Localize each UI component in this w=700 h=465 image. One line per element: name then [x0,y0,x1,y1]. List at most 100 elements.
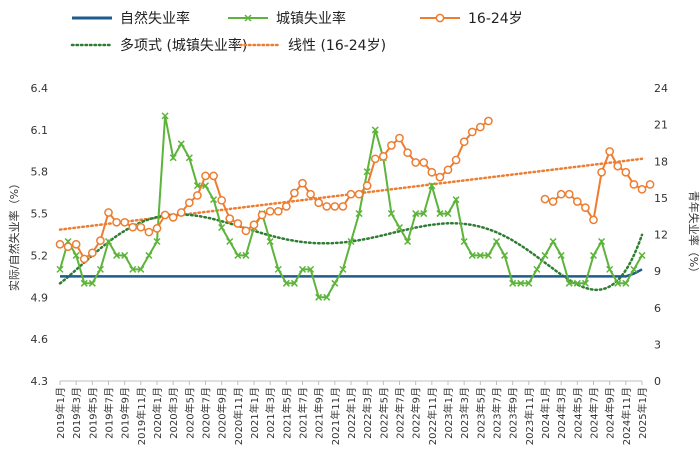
urban-rate-marker [290,279,298,287]
x-tick-label: 2021年5月 [280,387,293,439]
youth-rate-marker [435,172,445,182]
youth-rate-marker [597,167,606,177]
youth-rate-marker [233,219,243,228]
youth-rate-marker [459,137,469,147]
youth-rate-marker [265,206,275,216]
youth-rate-marker [467,127,477,137]
urban-rate-marker [88,279,96,287]
urban-rate-marker [145,251,153,259]
urban-rate-marker [412,210,420,218]
urban-rate-marker [581,279,589,287]
urban-rate-marker [525,279,533,287]
youth-rate-marker [184,198,194,208]
youth-rate-marker [362,181,372,191]
youth-rate-marker [621,167,631,177]
youth-rate-marker [572,197,582,206]
urban-rate-marker [622,279,630,287]
youth-rate-marker [249,220,259,230]
urban-rate-marker [121,251,129,259]
urban-rate-marker [533,265,541,273]
youth-rate-marker [96,236,105,245]
youth-rate-marker [273,206,283,216]
axes: 4.3 4.6 4.9 5.2 5.5 5.8 6.1 6.4 0 3 6 9 12 15 18 21 24 实际… [7,82,700,445]
youth-rate-marker [314,198,324,208]
youth-rate-marker [112,217,121,227]
urban-rate-marker [266,237,274,246]
x-tick-label: 2021年3月 [264,387,277,439]
x-tick-label: 2021年9月 [313,387,326,439]
legend-marker-youth [435,13,445,23]
x-tick-label: 2019年7月 [103,387,116,439]
x-tick-label: 2022年11月 [426,387,439,445]
youth-rate-marker [168,213,178,222]
x-tick-label: 2021年1月 [248,387,261,439]
youth-rate-marker [217,195,227,205]
youth-rate-marker [144,227,154,237]
youth-rate-marker [193,191,202,200]
y-right-tick-label: 9 [654,265,661,278]
urban-rate-marker [606,265,614,273]
urban-rate-marker [137,265,145,273]
urban-rate-marker [331,279,339,287]
youth-rate-marker [241,226,251,236]
youth-rate-marker [387,141,396,150]
y-right-tick-label: 3 [654,338,661,351]
urban-rate-marker [307,265,315,273]
urban-rate-marker [298,265,307,273]
youth-rate-marker [354,189,364,199]
urban-rate-marker [573,279,581,287]
urban-rate-marker [129,265,137,273]
youth-rate-marker [55,239,65,249]
urban-rate-marker [387,210,395,218]
urban-rate-marker [201,182,210,190]
urban-rate-marker [339,265,347,273]
youth-rate-marker [370,154,380,164]
youth-rate-marker [136,222,146,232]
youth-rate-marker [128,222,138,232]
youth-rate-marker [581,203,590,212]
youth-rate-marker [419,158,429,167]
x-tick-label: 2020年11月 [232,387,245,445]
youth-rate-marker [556,189,566,199]
urban-rate-marker [218,223,226,232]
legend-item-natural: 自然失业率 [72,10,190,27]
x-tick-label: 2024年5月 [571,387,584,439]
x-tick-label: 2022年3月 [361,387,374,439]
urban-rate-marker [323,293,331,301]
x-tick-label: 2023年7月 [491,387,504,439]
urban-rate-marker [315,293,323,301]
urban-rate-marker [565,279,573,287]
legend-label-youth: 16-24岁 [468,11,523,27]
legend-label-poly: 多项式 (城镇失业率) [120,37,247,54]
youth-rate-marker [378,152,388,161]
urban-rate-marker [169,154,177,162]
y-left-tick-label: 4.6 [31,333,49,346]
youth-rate-marker [63,242,73,252]
urban-rate-marker [185,154,193,162]
urban-rate-marker [113,251,121,259]
youth-rate-marker [548,197,558,206]
youth-rate-marker [209,171,218,181]
y-right-tick-label: 24 [654,82,668,95]
youth-rate-marker [225,214,235,223]
y-left-tick-label: 5.2 [31,249,49,262]
urban-rate-marker [80,279,88,287]
urban-rate-marker [598,237,606,246]
urban-rate-marker [404,237,412,246]
youth-rate-marker [427,167,437,177]
youth-rate-marker [403,148,412,158]
youth-rate-marker [443,165,453,175]
urban-rate-marker [484,251,492,259]
natural-rate-line [60,268,643,278]
urban-rate-marker [193,182,201,190]
youth-rate-marker [120,217,130,227]
urban-rate-marker [282,279,290,287]
youth-rate-marker [475,122,485,132]
x-tick-label: 2020年5月 [183,387,196,439]
youth-rate-marker [290,188,299,198]
legend-item-urban: 城镇失业率 [228,10,346,27]
y-left-tick-label: 5.5 [31,208,49,221]
